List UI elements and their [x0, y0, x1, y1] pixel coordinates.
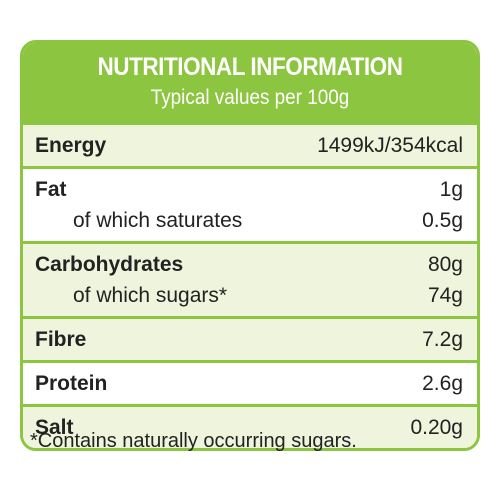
table: Energy 1499kJ/354kcal Fat 1g of which satura…	[23, 122, 477, 448]
title: NUTRITIONAL INFORMATION	[97, 53, 403, 81]
nutrient-label: of which saturates	[73, 209, 243, 232]
nutrient-label: Fibre	[35, 328, 87, 351]
nutrient-value: 7.2g	[422, 328, 463, 351]
header: NUTRITIONAL INFORMATION Typical values p…	[23, 43, 477, 122]
row: Energy 1499kJ/354kcal	[35, 130, 463, 161]
nutrient-label: Fat	[35, 178, 67, 201]
nutrient-value: 0.20g	[410, 416, 463, 439]
nutrient-label: of which sugars*	[73, 284, 228, 307]
row-group: Salt 0.20g	[23, 404, 477, 448]
nutrient-label: Energy	[35, 134, 107, 157]
nutrient-label: Protein	[35, 372, 108, 395]
row: Fibre 7.2g	[35, 324, 463, 355]
nutrition-panel: NUTRITIONAL INFORMATION Typical values p…	[20, 40, 480, 451]
nutrient-value: 1499kJ/354kcal	[317, 134, 463, 157]
row: Fat 1g	[35, 174, 463, 205]
nutrient-value: 74g	[427, 284, 463, 307]
row: of which saturates 0.5g	[35, 205, 463, 236]
subtitle: Typical values per 100g	[150, 86, 350, 109]
nutrient-value: 80g	[427, 253, 463, 276]
nutrient-value: 1g	[439, 178, 463, 201]
nutrient-label: Salt	[35, 416, 74, 439]
row: Salt 0.20g	[35, 412, 463, 443]
nutrient-value: 2.6g	[422, 372, 463, 395]
row: of which sugars* 74g	[35, 280, 463, 311]
row-group: Carbohydrates 80g of which sugars* 74g	[23, 241, 477, 316]
row-group: Fat 1g of which saturates 0.5g	[23, 166, 477, 241]
row-group: Fibre 7.2g	[23, 316, 477, 360]
row-group: Energy 1499kJ/354kcal	[23, 122, 477, 166]
row-group: Protein 2.6g	[23, 360, 477, 404]
row: Protein 2.6g	[35, 368, 463, 399]
nutrient-label: Carbohydrates	[35, 253, 184, 276]
row: Carbohydrates 80g	[35, 249, 463, 280]
nutrient-value: 0.5g	[422, 209, 463, 232]
footnote: *Contains naturally occurring sugars.	[30, 430, 357, 452]
